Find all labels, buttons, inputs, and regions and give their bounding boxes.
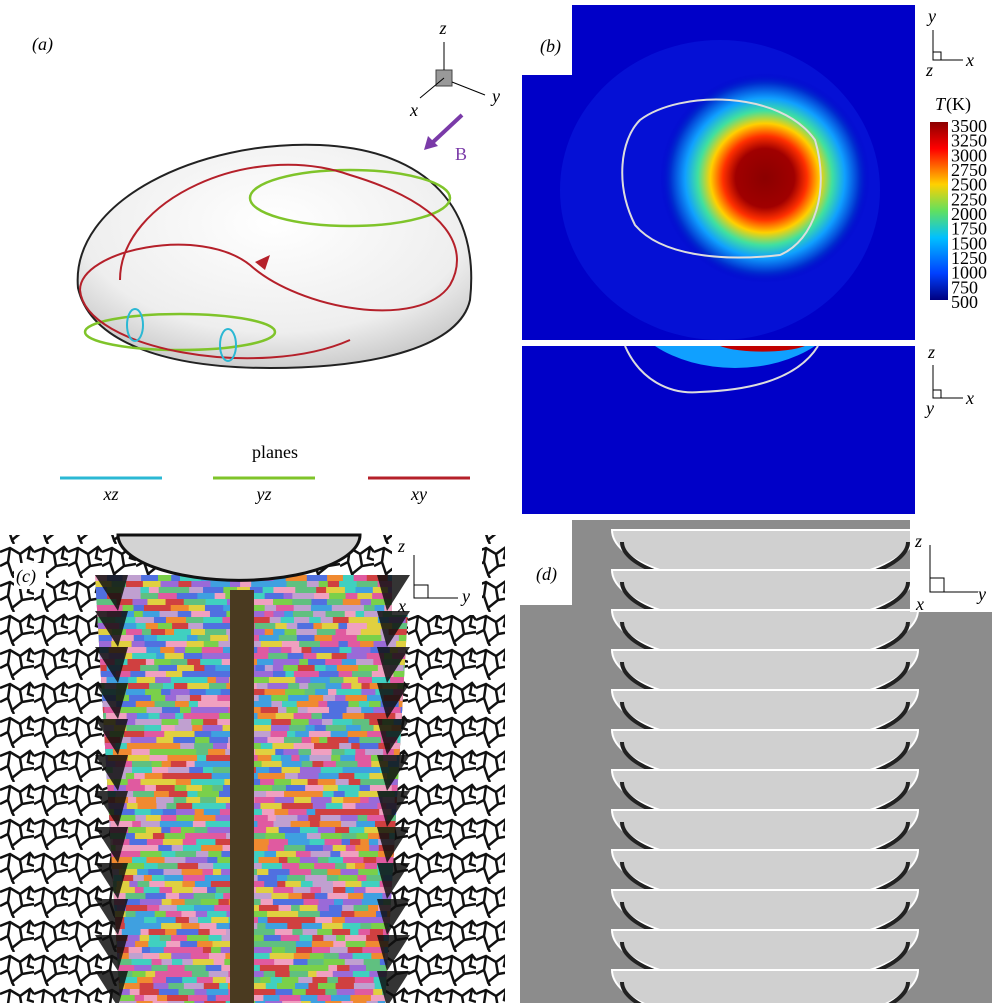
grain xyxy=(276,851,298,858)
grain xyxy=(293,611,315,617)
panel-label: (c) xyxy=(16,566,36,587)
heatmap-bottom xyxy=(522,346,915,514)
axis-triad xyxy=(933,365,963,398)
panel-d: z x y (d) xyxy=(520,520,992,1003)
layer xyxy=(612,970,918,1003)
legend-label: xz xyxy=(103,484,119,504)
axis-label: y xyxy=(460,586,470,606)
grain xyxy=(194,743,216,750)
legend-label: yz xyxy=(255,484,272,504)
axis-label: z xyxy=(438,18,446,38)
panel-label: (d) xyxy=(536,564,557,585)
axis-label: z xyxy=(925,60,933,80)
panel-label: (b) xyxy=(540,36,561,57)
axis-label: x xyxy=(965,50,974,70)
center-grain xyxy=(230,590,254,1003)
corner xyxy=(520,520,572,605)
axis-label: x xyxy=(965,388,974,408)
axis-label: y xyxy=(924,398,934,418)
axis-label: y xyxy=(976,584,986,604)
grain xyxy=(274,959,296,966)
grain xyxy=(145,671,167,677)
colorbar-tick-label: 500 xyxy=(951,292,978,312)
axis-label: x xyxy=(409,100,418,120)
legend: xz yz xy xyxy=(60,478,470,504)
heat-spot xyxy=(660,73,870,283)
field-label: B xyxy=(455,144,467,164)
axis-label: x xyxy=(915,594,924,614)
axis-label: y xyxy=(490,86,500,106)
grain xyxy=(168,767,190,774)
grain xyxy=(284,845,306,851)
colorbar-ticks: 3500325030002750250022502000175015001250… xyxy=(951,116,987,312)
layers xyxy=(612,530,918,1003)
grain xyxy=(198,701,220,707)
legend-title: planes xyxy=(252,442,298,462)
axis-line xyxy=(452,82,485,95)
field-arrow xyxy=(432,115,462,143)
axis-label: z xyxy=(914,531,922,551)
colorbar xyxy=(930,122,948,300)
panel-b: y x z z x y T (K) 3500325030002750250022… xyxy=(522,5,987,514)
colorbar-unit: (K) xyxy=(946,94,971,115)
panel-label: (a) xyxy=(32,34,53,55)
axis-label: z xyxy=(397,536,405,556)
axis-triad xyxy=(933,30,963,60)
axis-line xyxy=(420,78,444,98)
grain xyxy=(129,695,151,702)
panel-a: (a) z x y B planes xz yz xy xyxy=(32,18,500,504)
panel-c: z x y (c) xyxy=(0,530,505,1003)
grain xyxy=(140,899,162,906)
axis-label: z xyxy=(927,342,935,362)
grain xyxy=(270,965,292,972)
axis-label: y xyxy=(926,6,936,26)
figure: (a) z x y B planes xzyzxy y x z z xyxy=(0,0,992,1003)
grain xyxy=(188,995,210,1001)
grain xyxy=(261,641,283,648)
legend-label: xy xyxy=(410,484,427,504)
